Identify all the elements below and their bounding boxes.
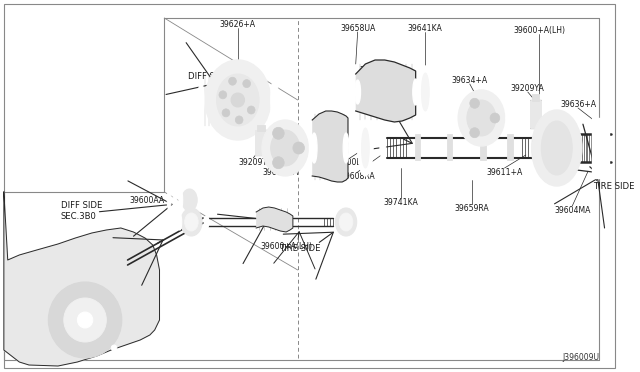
Circle shape — [49, 282, 122, 358]
Text: 39604MA: 39604MA — [554, 205, 591, 215]
Ellipse shape — [362, 128, 369, 168]
Bar — [447, 134, 452, 160]
Ellipse shape — [467, 100, 496, 136]
Circle shape — [231, 93, 244, 107]
Circle shape — [243, 80, 250, 88]
Text: 39209YA: 39209YA — [511, 83, 545, 93]
Text: J396009U: J396009U — [563, 353, 599, 362]
Polygon shape — [356, 60, 415, 122]
Text: 39641KA: 39641KA — [408, 23, 443, 32]
Ellipse shape — [458, 90, 504, 146]
Text: 39608RA: 39608RA — [340, 171, 375, 180]
Ellipse shape — [541, 121, 572, 175]
Bar — [255, 130, 267, 155]
Text: DIFF SIDE: DIFF SIDE — [189, 71, 230, 80]
Ellipse shape — [173, 190, 177, 210]
Text: 39634+A: 39634+A — [452, 76, 488, 84]
Circle shape — [228, 77, 236, 85]
Ellipse shape — [417, 66, 433, 118]
Ellipse shape — [271, 130, 300, 166]
Ellipse shape — [422, 73, 429, 111]
Circle shape — [247, 106, 255, 114]
Text: 39659UA: 39659UA — [360, 65, 395, 74]
Ellipse shape — [178, 214, 182, 230]
Circle shape — [236, 116, 243, 124]
Text: 39741KA: 39741KA — [384, 198, 419, 206]
Ellipse shape — [343, 133, 349, 163]
Ellipse shape — [198, 82, 204, 118]
Circle shape — [64, 298, 106, 342]
Ellipse shape — [216, 74, 259, 126]
Text: 39659RA: 39659RA — [454, 203, 489, 212]
Bar — [415, 134, 420, 160]
Polygon shape — [312, 111, 348, 182]
Ellipse shape — [339, 213, 353, 231]
Ellipse shape — [342, 78, 350, 106]
Text: TIRE SIDE: TIRE SIDE — [593, 182, 635, 190]
Text: DIFF SIDE: DIFF SIDE — [61, 201, 102, 209]
Text: 39636+A: 39636+A — [560, 99, 596, 109]
Circle shape — [293, 142, 305, 154]
Text: 39209T: 39209T — [239, 157, 268, 167]
Text: 39600AA: 39600AA — [129, 196, 164, 205]
Text: TIRE SIDE: TIRE SIDE — [279, 244, 321, 253]
Text: 39600+A(LH): 39600+A(LH) — [513, 26, 565, 35]
Ellipse shape — [358, 120, 373, 176]
Bar — [508, 134, 513, 160]
Circle shape — [111, 345, 117, 351]
Circle shape — [273, 157, 284, 169]
Ellipse shape — [180, 208, 202, 236]
Ellipse shape — [311, 133, 317, 163]
Text: 39658UA: 39658UA — [340, 23, 375, 32]
Bar — [532, 94, 540, 101]
Ellipse shape — [309, 135, 315, 161]
Circle shape — [219, 91, 227, 99]
Ellipse shape — [179, 190, 182, 210]
Ellipse shape — [205, 60, 271, 140]
Bar — [481, 134, 486, 160]
Ellipse shape — [167, 190, 171, 210]
Bar — [530, 100, 541, 128]
Ellipse shape — [380, 138, 386, 158]
Ellipse shape — [355, 80, 360, 104]
Circle shape — [222, 109, 230, 117]
Text: 39634+A: 39634+A — [262, 167, 298, 176]
Text: 39600DA: 39600DA — [332, 157, 367, 167]
Ellipse shape — [413, 79, 419, 105]
Ellipse shape — [182, 189, 197, 211]
Ellipse shape — [335, 208, 356, 236]
Text: SEC.3B0: SEC.3B0 — [61, 212, 97, 221]
Circle shape — [470, 128, 479, 138]
Text: 39626+A: 39626+A — [220, 19, 256, 29]
Circle shape — [470, 98, 479, 108]
Bar — [257, 125, 265, 131]
Ellipse shape — [205, 215, 209, 229]
Text: 39611+A: 39611+A — [486, 167, 523, 176]
Polygon shape — [256, 207, 293, 232]
Ellipse shape — [184, 213, 198, 231]
Circle shape — [273, 127, 284, 139]
Circle shape — [490, 113, 500, 123]
Ellipse shape — [262, 120, 308, 176]
Text: 39600+A(LH): 39600+A(LH) — [260, 241, 312, 250]
Ellipse shape — [271, 79, 278, 121]
Polygon shape — [4, 192, 159, 366]
Circle shape — [77, 312, 93, 328]
Ellipse shape — [532, 110, 582, 186]
Bar — [591, 118, 609, 178]
Ellipse shape — [506, 110, 511, 126]
